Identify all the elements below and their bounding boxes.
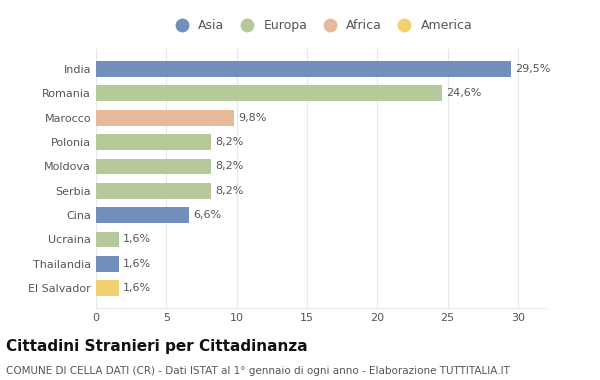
Text: Cittadini Stranieri per Cittadinanza: Cittadini Stranieri per Cittadinanza <box>6 339 308 355</box>
Text: 8,2%: 8,2% <box>215 186 244 196</box>
Bar <box>96 61 511 77</box>
Text: 1,6%: 1,6% <box>123 259 151 269</box>
Bar <box>96 86 442 101</box>
Bar <box>96 207 189 223</box>
Text: 1,6%: 1,6% <box>123 234 151 244</box>
Text: 29,5%: 29,5% <box>515 64 550 74</box>
Text: 6,6%: 6,6% <box>193 210 221 220</box>
Text: 8,2%: 8,2% <box>215 162 244 171</box>
Bar <box>96 280 119 296</box>
Text: 8,2%: 8,2% <box>215 137 244 147</box>
Bar <box>96 134 211 150</box>
Text: 9,8%: 9,8% <box>238 113 266 123</box>
Bar <box>96 158 211 174</box>
Bar <box>96 256 119 272</box>
Text: COMUNE DI CELLA DATI (CR) - Dati ISTAT al 1° gennaio di ogni anno - Elaborazione: COMUNE DI CELLA DATI (CR) - Dati ISTAT a… <box>6 366 510 376</box>
Text: 24,6%: 24,6% <box>446 89 482 98</box>
Bar <box>96 231 119 247</box>
Legend: Asia, Europa, Africa, America: Asia, Europa, Africa, America <box>164 14 478 37</box>
Bar <box>96 110 234 126</box>
Text: 1,6%: 1,6% <box>123 283 151 293</box>
Bar <box>96 183 211 199</box>
